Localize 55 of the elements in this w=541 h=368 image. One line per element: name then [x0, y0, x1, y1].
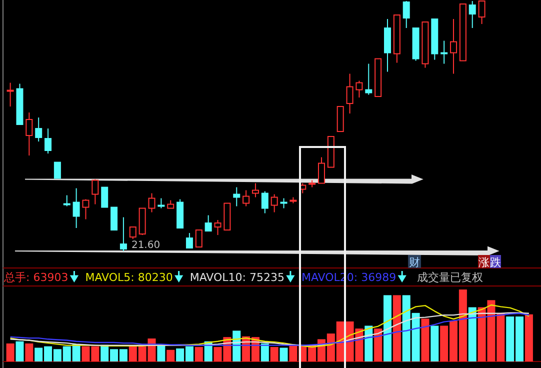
candlestick: [26, 112, 33, 156]
bar: [157, 344, 166, 362]
candlestick: [110, 206, 118, 230]
bar: [374, 328, 382, 362]
candlestick: [120, 216, 127, 252]
bar: [280, 348, 288, 362]
bar: [421, 318, 430, 362]
bar: [430, 326, 439, 362]
bar: [468, 307, 476, 362]
candlestick: [101, 186, 108, 208]
text: MAVOL5: 80230: [85, 271, 173, 284]
bar: [194, 347, 203, 362]
bar: [16, 341, 24, 362]
bar: [6, 343, 14, 362]
candlestick: [54, 162, 61, 179]
candlestick: [440, 40, 448, 64]
text: MAVOL10: 75235: [190, 271, 284, 284]
candlestick: [186, 232, 193, 248]
candlestick: [158, 198, 165, 209]
candlestick: [242, 190, 250, 207]
candlestick: [346, 73, 354, 114]
bar: [25, 343, 34, 362]
bar: [166, 350, 175, 362]
bar: [392, 295, 401, 362]
bar: [260, 343, 269, 362]
candlestick: [402, 0, 410, 28]
bar: [270, 347, 278, 362]
candlestick: [44, 128, 52, 154]
annotation: 21.60: [131, 240, 160, 251]
candlestick: [195, 230, 202, 248]
candlestick: [233, 186, 240, 207]
candlestick: [356, 80, 363, 98]
candlestick: [204, 214, 212, 232]
candlestick: [261, 190, 268, 214]
candlestick: [318, 156, 325, 184]
candlestick: [365, 63, 372, 96]
bar: [384, 295, 392, 362]
chart-title: 成交量已复权: [417, 271, 484, 284]
candlestick: [35, 117, 42, 142]
candlestick: [468, 0, 476, 28]
candlestick: [63, 194, 70, 207]
candlestick: [148, 192, 156, 213]
candlestick: [129, 226, 136, 240]
candlestick: [280, 198, 288, 209]
candlestick: [252, 182, 259, 198]
bar: [524, 314, 533, 362]
legend-label: 总手: 63903: [3, 271, 68, 284]
candlestick: [270, 194, 278, 213]
candlestick: [450, 18, 458, 74]
candlestick: [82, 198, 90, 220]
candlestick: [6, 82, 14, 107]
candlestick: [478, 0, 486, 24]
candlestick: [92, 178, 99, 205]
candlestick: [214, 220, 222, 236]
candlestick: [72, 188, 80, 228]
